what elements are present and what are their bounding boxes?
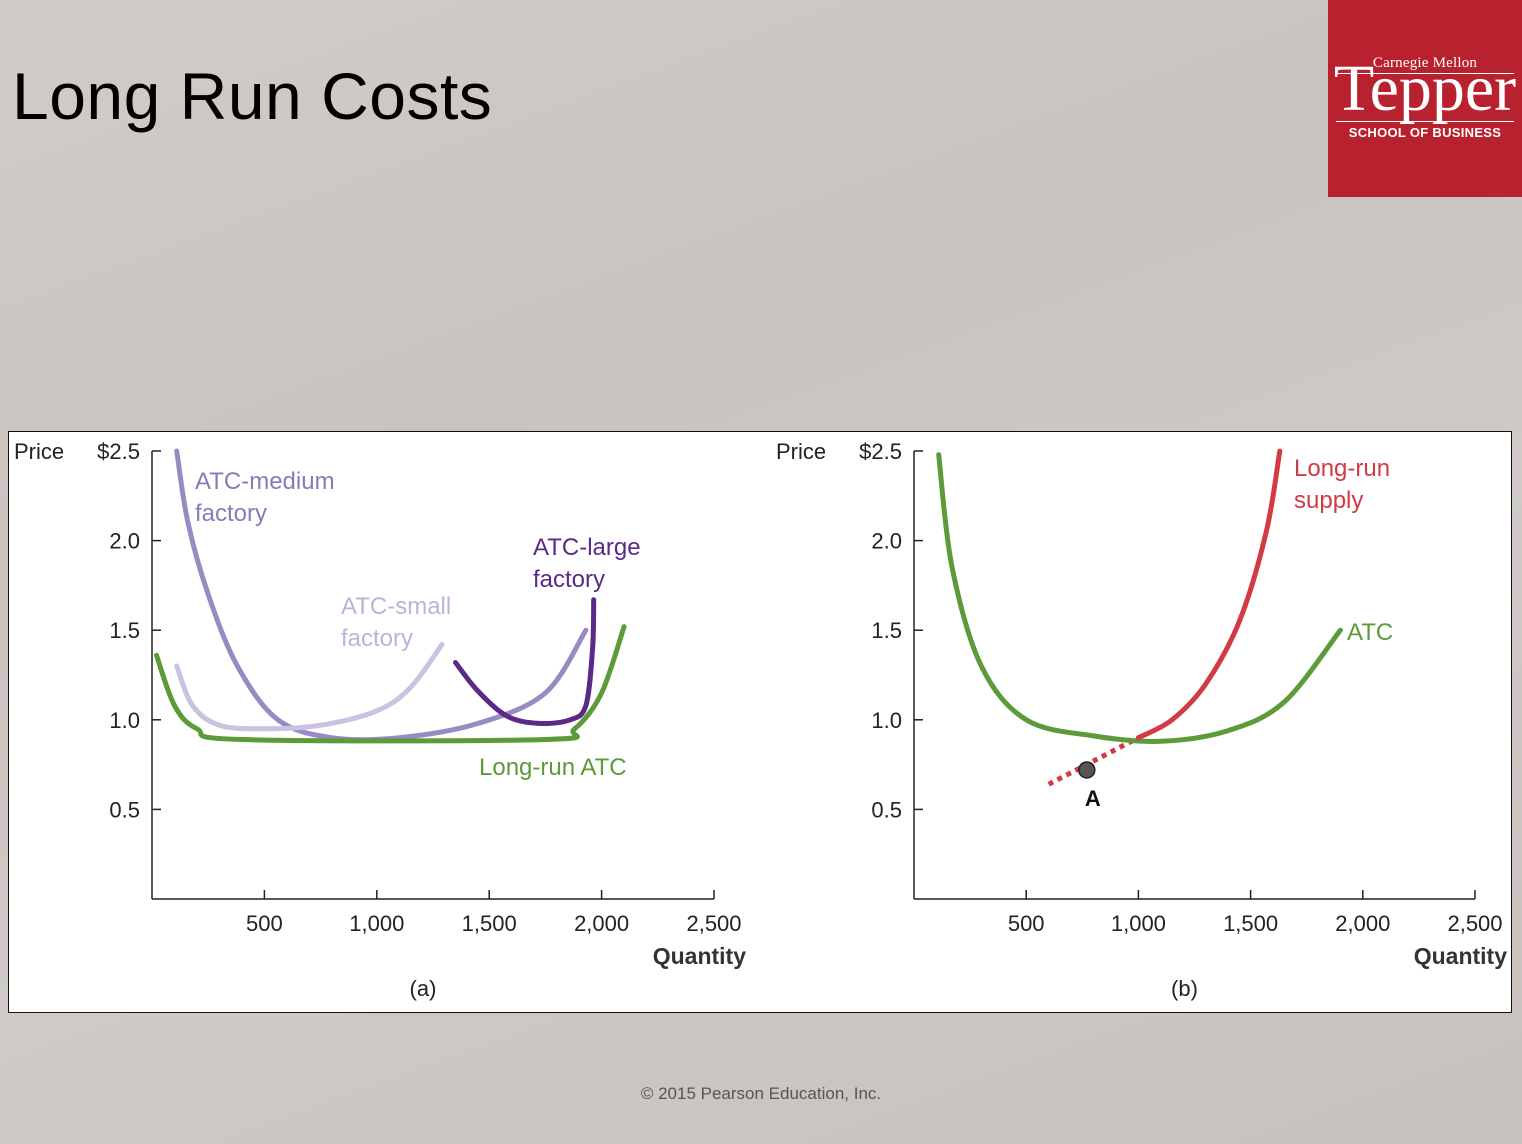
panel-b-y-tick-label: $2.5 bbox=[859, 439, 902, 464]
panel-a-x-tick-label: 500 bbox=[246, 911, 283, 936]
panel-a-series-label-atc-medium-factory: ATC-medium bbox=[195, 468, 335, 495]
panel-a-y-axis-label: Price bbox=[14, 439, 64, 464]
panel-b-curve-long-run-supply bbox=[1135, 448, 1283, 741]
figure-panel: 0.5 1.0 1.5 2.0 $2.5 Price 500 1,000 1,500 2,000 2… bbox=[8, 431, 1512, 1013]
panel-a-curve-atc-small-factory bbox=[174, 642, 445, 732]
panel-b-point-label: A bbox=[1085, 786, 1101, 811]
panel-b-y-tick-label: 1.5 bbox=[871, 618, 902, 643]
panel-b-x-tick-label: 2,000 bbox=[1335, 911, 1390, 936]
panel-a-caption: (a) bbox=[410, 976, 437, 1001]
panel-b-y-tick-label: 2.0 bbox=[871, 529, 902, 554]
panel-b-x-axis-label: Quantity bbox=[1414, 943, 1507, 969]
panel-a-x-axis-label: Quantity bbox=[653, 943, 746, 969]
logo-wordmark: Tepper bbox=[1333, 52, 1517, 125]
panel-a-y-tick-label: 2.0 bbox=[109, 529, 140, 554]
panel-b-caption: (b) bbox=[1171, 976, 1198, 1001]
panel-a-x-tick-label: 2,000 bbox=[574, 911, 629, 936]
panel-a-x-tick-label: 1,500 bbox=[462, 911, 517, 936]
panel-b-y-tick-label: 1.0 bbox=[871, 708, 902, 733]
tepper-logo: Carnegie Mellon Tepper SCHOOL OF BUSINES… bbox=[1328, 0, 1522, 197]
panel-a-x-tick-label: 1,000 bbox=[349, 911, 404, 936]
panel-a-series-label-long-run-atc: Long-run ATC bbox=[479, 754, 627, 781]
panel-a-series-label-atc-small-factory: ATC-small bbox=[341, 593, 451, 620]
panel-a-y-tick-label: 0.5 bbox=[109, 797, 140, 822]
logo-rule-bottom bbox=[1336, 121, 1514, 122]
panel-a-y-tick-label: 1.0 bbox=[109, 708, 140, 733]
panel-b-x-tick-label: 1,000 bbox=[1111, 911, 1166, 936]
copyright-notice: © 2015 Pearson Education, Inc. bbox=[640, 1084, 882, 1103]
panel-b-series-label-long-run-supply: supply bbox=[1294, 487, 1363, 514]
panel-b-curve-atc bbox=[936, 452, 1343, 744]
panel-b-series-label-atc: ATC bbox=[1347, 619, 1393, 646]
logo-rule-top bbox=[1336, 73, 1514, 74]
panel-b-y-tick-label: 0.5 bbox=[871, 797, 902, 822]
panel-a-curve-long-run-atc bbox=[154, 624, 627, 744]
panel-b-supply-dotted-extension bbox=[1047, 735, 1140, 787]
panel-b-x-tick-label: 500 bbox=[1008, 911, 1045, 936]
slide-title: Long Run Costs bbox=[12, 59, 493, 133]
logo-university: Carnegie Mellon bbox=[1372, 55, 1478, 71]
charts-svg: 0.5 1.0 1.5 2.0 $2.5 Price 500 1,000 1,500 2,000 2… bbox=[14, 439, 1507, 1001]
panel-b-y-axis-label: Price bbox=[776, 439, 826, 464]
panel-a-series-label-atc-medium-factory: factory bbox=[195, 500, 267, 527]
panel-a-y-tick-label: 1.5 bbox=[109, 618, 140, 643]
panel-a-curve-atc-large-factory bbox=[453, 597, 597, 727]
panel-b-series-label-long-run-supply: Long-run bbox=[1294, 455, 1390, 482]
panel-a-curve-atc-medium-factory bbox=[174, 448, 589, 743]
panel-a-series-label-atc-large-factory: ATC-large bbox=[533, 534, 641, 561]
logo-school: SCHOOL OF BUSINESS bbox=[1348, 125, 1502, 140]
panel-b-x-tick-label: 1,500 bbox=[1223, 911, 1278, 936]
panel-a-y-tick-label: $2.5 bbox=[97, 439, 140, 464]
panel-a-series-label-atc-large-factory: factory bbox=[533, 566, 605, 593]
panel-b-point-marker bbox=[1078, 761, 1096, 779]
panel-b-x-tick-label: 2,500 bbox=[1447, 911, 1502, 936]
panel-a-series-label-atc-small-factory: factory bbox=[341, 625, 413, 652]
panel-a-x-tick-label: 2,500 bbox=[686, 911, 741, 936]
